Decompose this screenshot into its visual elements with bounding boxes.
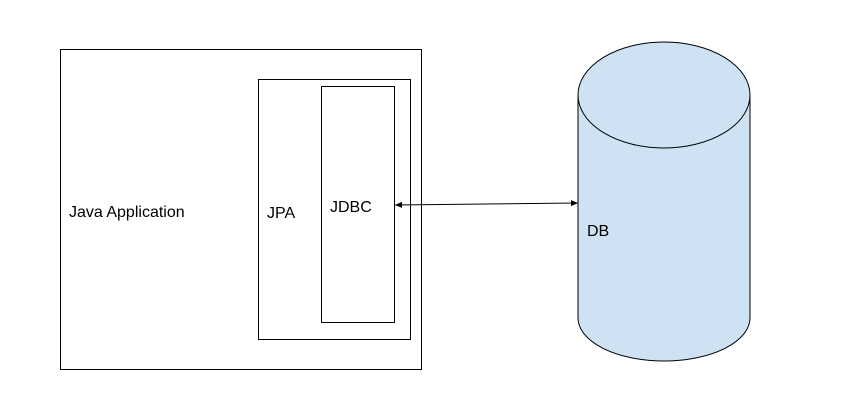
jpa-label: JPA	[267, 205, 295, 222]
database-cylinder-body	[577, 95, 751, 362]
jdbc-box[interactable]: JDBC	[321, 86, 395, 323]
jdbc-db-connector-arrow	[394, 200, 579, 208]
database-cylinder[interactable]: DB	[577, 41, 751, 362]
jdbc-label: JDBC	[330, 199, 372, 216]
database-label: DB	[587, 223, 609, 240]
java-application-label: Java Application	[69, 204, 185, 221]
database-cylinder-top	[577, 41, 751, 149]
